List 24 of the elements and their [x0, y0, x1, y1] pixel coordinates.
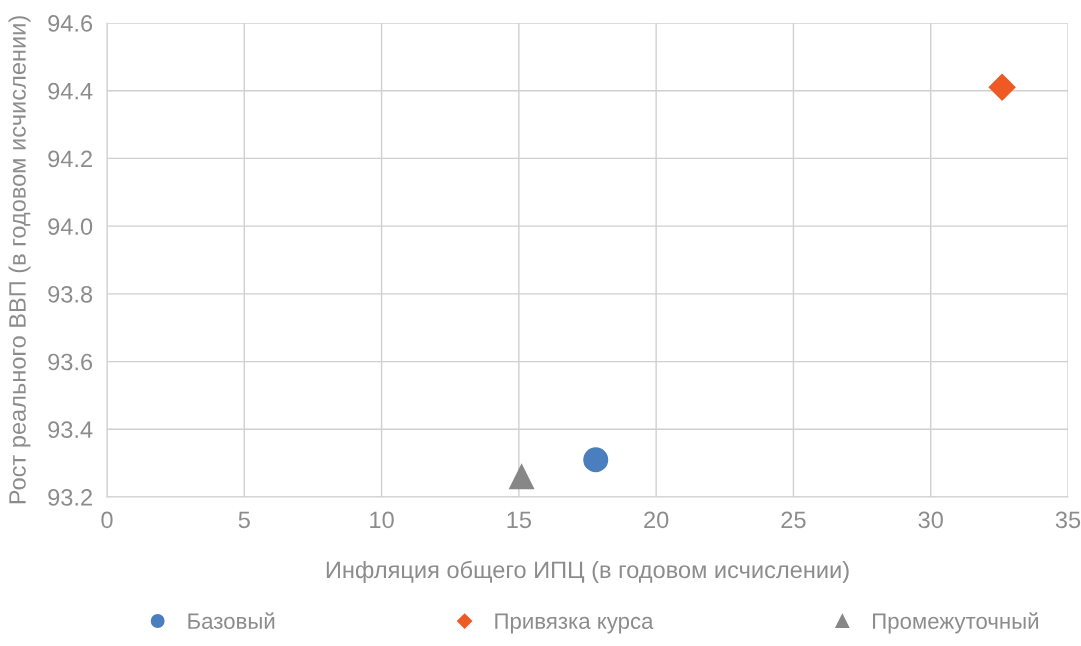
y-tick-label: 93.8 [48, 285, 93, 303]
y-tick-label: 93.6 [48, 353, 93, 371]
legend-label: Базовый [188, 612, 275, 630]
x-axis-title: Инфляция общего ИПЦ (в годовом исчислении) [326, 560, 849, 583]
point [988, 73, 1016, 101]
y-tick-label: 94.4 [48, 82, 93, 100]
x-tick-label: 0 [101, 511, 113, 529]
x-tick-label: 25 [781, 511, 806, 529]
y-tick-label: 94.2 [48, 150, 92, 168]
y-tick-label: 93.4 [48, 421, 93, 439]
x-tick-label: 35 [1055, 511, 1081, 529]
legend-label: Промежуточный [873, 612, 1039, 634]
x-tick-label: 10 [370, 511, 394, 529]
y-tick-label: 94.6 [48, 15, 93, 32]
x-tick-label: 5 [238, 511, 250, 529]
legend-label: Привязка курса [495, 613, 654, 634]
x-tick-label: 15 [507, 511, 531, 529]
x-tick-label: 30 [918, 511, 943, 529]
y-axis-title: Рост реального ВВП (в годовом исчислении) [8, 16, 31, 504]
point [583, 447, 609, 473]
point [509, 464, 535, 490]
y-tick-label: 94.0 [48, 218, 93, 235]
x-tick-label: 20 [644, 511, 669, 529]
y-tick-label: 93.2 [48, 489, 92, 506]
